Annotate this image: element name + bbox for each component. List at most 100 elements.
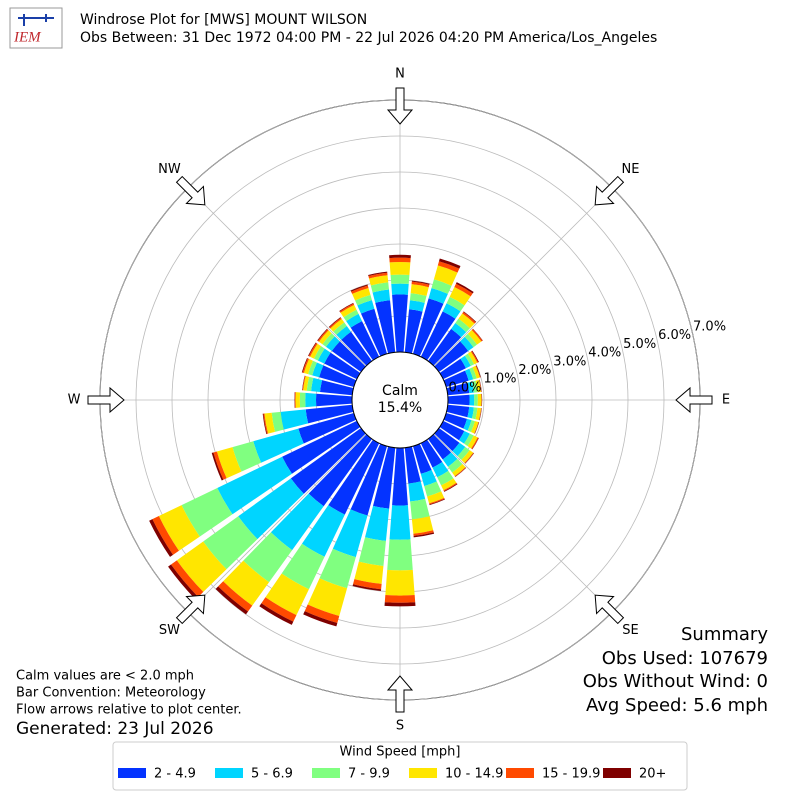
bar-segment [350,321,380,361]
bar-segment [372,289,391,303]
bar-segment [243,532,293,583]
compass-label: NW [158,162,181,177]
bar-segment [458,430,470,444]
bar-segment [253,428,304,463]
bar-segment [477,393,482,407]
bar-segment [215,586,249,615]
r-tick-label: 1.0% [483,372,516,387]
bar-segment [420,469,437,487]
logo-text: IEM [13,29,42,45]
bar-segment [305,404,354,424]
bar-segment [352,584,382,592]
bar-segment [319,548,356,589]
bar-segment [464,433,474,447]
bar-segment [464,353,475,366]
bar-segment [413,532,435,538]
bar-segment [181,487,233,537]
calm-value: 15.4% [378,400,422,416]
legend-label: 15 - 19.9 [542,767,600,782]
bar-segment [317,329,329,342]
r-tick-label: 0.0% [449,380,482,395]
bar-segment [264,412,275,434]
bar-segment [328,439,380,515]
bar-segment [325,336,340,351]
bar-segment [471,329,483,342]
bar-segment [474,422,480,434]
bar-segment [387,539,413,571]
bar-segment [404,309,423,354]
bar-segment [262,413,267,435]
bar-segment [467,435,478,449]
compass-label: NE [622,162,640,177]
bar-segment [263,413,269,434]
bar-segment [420,311,456,361]
bar-segment [467,420,475,433]
bar-segment [439,358,466,380]
bar-segment [303,375,310,391]
bar-segment [355,294,372,306]
bar-segment [336,325,351,340]
bar-segment [358,537,386,566]
bar-segment [313,346,325,361]
grid-spoke [433,433,613,613]
legend-label: 10 - 14.9 [445,767,503,782]
bar-segment [431,279,452,294]
bar-segment [447,394,470,406]
bar-segment [442,303,461,319]
bar-segment [481,393,483,407]
bar-segment [308,360,317,376]
bar-segment [413,530,434,536]
bar-segment [389,257,411,263]
bar-segment [392,447,408,506]
bar-segment [449,287,471,306]
bar-segment [282,420,361,474]
compass-label: S [396,719,404,734]
bar-segment [303,358,313,375]
bar-segment [474,394,478,406]
bar-segment [339,302,354,312]
bar-segment [357,300,375,314]
bar-segment [467,330,482,345]
bar-segment [281,543,325,590]
bar-segment [316,393,353,407]
bar-segment [451,323,467,338]
bar-segment [463,311,477,323]
bar-segment [217,456,292,515]
bar-segment [310,343,322,359]
bar-segment [446,296,465,312]
bar-segment [301,505,345,557]
bar-segment [223,560,270,606]
bar-segment [308,434,372,507]
r-tick-label: 7.0% [693,319,726,334]
legend-label: 20+ [639,767,666,782]
bar-segment [475,379,482,393]
bar-segment [319,365,357,388]
bar-segment [270,493,324,551]
grid-spoke [187,187,367,367]
bar-segment [412,298,444,357]
bar-segment [294,392,296,408]
bar-segment [318,330,332,345]
bar-segment [329,317,342,329]
legend-label: 7 - 9.9 [348,767,390,782]
bar-segment [467,351,478,365]
legend-swatch [215,768,243,778]
r-tick-label: 4.0% [588,346,621,361]
bar-segment [460,355,471,369]
bar-segment [427,491,445,504]
bar-segment [303,611,338,627]
bar-segment [307,578,348,617]
bar-segment [479,408,482,421]
bar-segment [389,262,411,275]
bar-segment [461,450,474,463]
bar-segment [216,447,242,479]
bar-segment [447,458,463,473]
bar-segment [350,443,388,516]
flow-arrow [386,675,414,713]
bar-segment [346,313,363,328]
bar-segment [457,446,470,460]
legend-title: Wind Speed [mph] [340,745,461,760]
bar-segment [452,463,466,477]
bar-segment [158,505,200,551]
